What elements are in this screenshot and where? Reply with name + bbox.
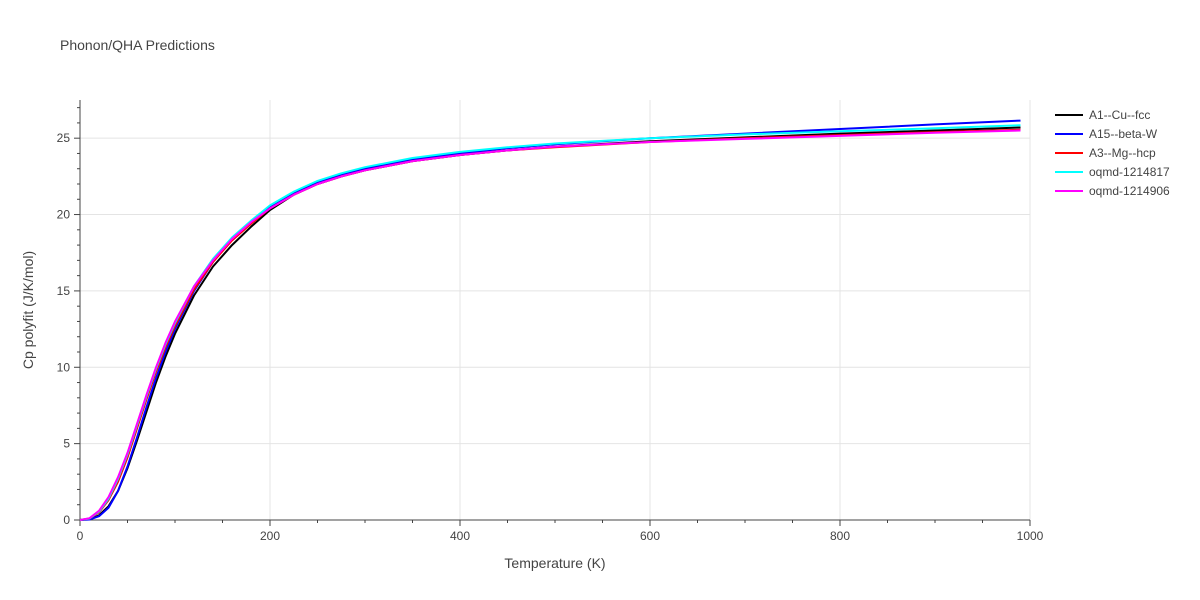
legend-label: oqmd-1214817: [1089, 165, 1170, 179]
legend-label: A3--Mg--hcp: [1089, 146, 1156, 160]
x-tick-label: 600: [640, 529, 660, 543]
series-line-2: [79, 128, 1021, 521]
y-tick-label: 15: [57, 284, 71, 298]
legend-label: A1--Cu--fcc: [1089, 108, 1150, 122]
series-line-3: [79, 124, 1021, 521]
y-tick-label: 20: [57, 208, 71, 222]
x-tick-label: 400: [450, 529, 470, 543]
series-line-0: [79, 126, 1021, 521]
grid: [80, 100, 1031, 520]
series-line-4: [79, 129, 1021, 521]
legend-item[interactable]: A3--Mg--hcp: [1055, 146, 1156, 160]
y-tick-label: 5: [63, 437, 70, 451]
legend[interactable]: A1--Cu--fcc A15--beta-W A3--Mg--hcp oqmd-12…: [1055, 108, 1170, 198]
legend-item[interactable]: oqmd-1214817: [1055, 165, 1170, 179]
chart-title: Phonon/QHA Predictions: [60, 37, 215, 53]
x-tick-label: 0: [77, 529, 84, 543]
legend-item[interactable]: oqmd-1214906: [1055, 184, 1170, 198]
x-tick-label: 800: [830, 529, 850, 543]
legend-item[interactable]: A15--beta-W: [1055, 127, 1158, 141]
legend-item[interactable]: A1--Cu--fcc: [1055, 108, 1150, 122]
series-line-1: [79, 119, 1021, 521]
x-tick-label: 200: [260, 529, 280, 543]
axes: 0 200 400 600 800 1000 0 5 10 15 20 25: [57, 100, 1044, 543]
y-tick-label: 25: [57, 131, 71, 145]
x-axis-title: Temperature (K): [504, 555, 605, 571]
x-tick-label: 1000: [1017, 529, 1044, 543]
y-tick-label: 0: [63, 513, 70, 527]
series-group: [79, 119, 1021, 521]
legend-label: A15--beta-W: [1089, 127, 1158, 141]
legend-label: oqmd-1214906: [1089, 184, 1170, 198]
y-tick-label: 10: [57, 360, 71, 374]
y-axis-title: Cp polyfit (J/K/mol): [20, 251, 36, 369]
